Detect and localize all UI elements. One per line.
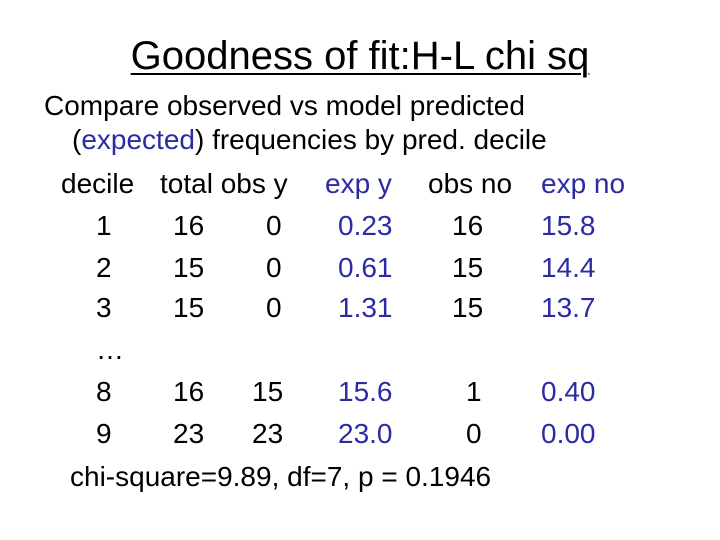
row-8-total: 16 bbox=[173, 376, 205, 407]
row-3-exp-no: 13.7 bbox=[541, 292, 596, 323]
row-8-exp-y: 15.6 bbox=[338, 376, 393, 407]
row-2-decile: 2 bbox=[96, 252, 112, 283]
row-2-exp-no: 14.4 bbox=[541, 252, 596, 283]
chi-square-summary: chi-square=9.89, df=7, p = 0.1946 bbox=[70, 461, 492, 492]
header-decile: decile bbox=[61, 168, 135, 199]
row-8-obs-no: 1 bbox=[466, 376, 482, 407]
row-2-total: 15 bbox=[173, 252, 205, 283]
row-9-obs-y: 23 bbox=[252, 418, 284, 449]
row-1-exp-y: 0.23 bbox=[338, 210, 393, 241]
row-2-obs-no: 15 bbox=[452, 252, 484, 283]
row-3-obs-y: 0 bbox=[266, 292, 282, 323]
row-8-obs-y: 15 bbox=[252, 376, 284, 407]
intro-open-paren: ( bbox=[72, 124, 82, 155]
row-2-exp-y: 0.61 bbox=[338, 252, 393, 283]
row-9-obs-no: 0 bbox=[466, 418, 482, 449]
intro-line-2-rest: ) frequencies by pred. decile bbox=[194, 124, 547, 155]
row-1-decile: 1 bbox=[96, 210, 112, 241]
header-exp-no: exp no bbox=[541, 168, 626, 199]
row-3-obs-no: 15 bbox=[452, 292, 484, 323]
row-3-exp-y: 1.31 bbox=[338, 292, 393, 323]
intro-line-1: Compare observed vs model predicted bbox=[44, 90, 525, 121]
row-3-total: 15 bbox=[173, 292, 205, 323]
slide-title: Goodness of fit:H-L chi sq bbox=[130, 34, 590, 78]
row-1-obs-no: 16 bbox=[452, 210, 484, 241]
row-3-decile: 3 bbox=[96, 292, 112, 323]
row-9-exp-no: 0.00 bbox=[541, 418, 596, 449]
header-exp-y: exp y bbox=[325, 168, 392, 199]
row-8-decile: 8 bbox=[96, 376, 112, 407]
header-total-obs-y: total obs y bbox=[160, 168, 288, 199]
row-1-exp-no: 15.8 bbox=[541, 210, 596, 241]
row-ellipsis: … bbox=[96, 334, 124, 365]
row-1-total: 16 bbox=[173, 210, 205, 241]
row-9-decile: 9 bbox=[96, 418, 112, 449]
row-1-obs-y: 0 bbox=[266, 210, 282, 241]
expected-word: expected bbox=[81, 124, 195, 155]
row-8-exp-no: 0.40 bbox=[541, 376, 596, 407]
header-obs-no: obs no bbox=[428, 168, 513, 199]
row-9-total: 23 bbox=[173, 418, 205, 449]
row-2-obs-y: 0 bbox=[266, 252, 282, 283]
row-9-exp-y: 23.0 bbox=[338, 418, 393, 449]
intro-line-2: (expected) frequencies by pred. decile bbox=[72, 123, 547, 157]
